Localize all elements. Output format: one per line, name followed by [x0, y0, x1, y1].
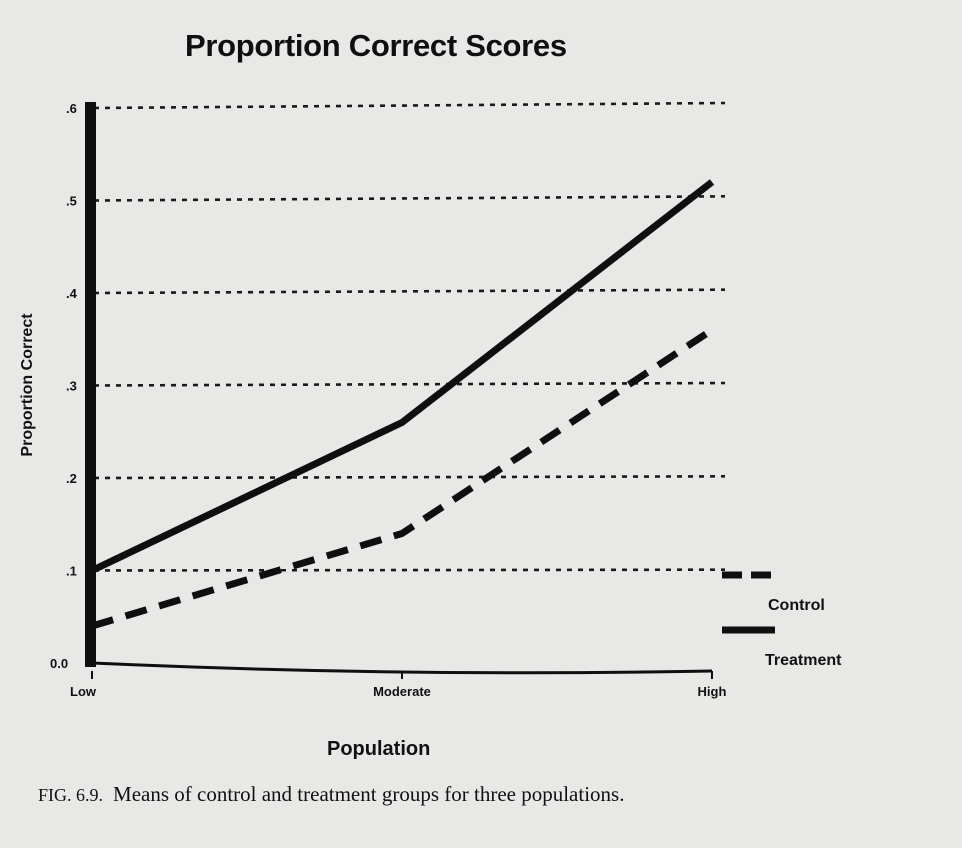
gridlines	[93, 101, 726, 572]
gridline	[93, 475, 726, 480]
series-line-treatment	[90, 179, 715, 574]
chart-title: Proportion Correct Scores	[185, 28, 567, 63]
gridline	[93, 195, 726, 202]
axes	[85, 102, 713, 679]
y-tick-label: .4	[66, 286, 78, 301]
gridline	[93, 101, 726, 110]
gridline	[93, 288, 726, 295]
tick-labels: 0.0 .1 .2 .3 .4 .5 .6 Low Moderate High	[50, 101, 726, 699]
y-tick-label: .2	[66, 471, 77, 486]
series-line-control	[90, 327, 714, 630]
y-tick-label: 0.0	[50, 656, 68, 671]
y-axis-line	[85, 102, 96, 667]
figure-caption: FIG. 6.9. Means of control and treatment …	[38, 782, 624, 807]
legend-label-treatment: Treatment	[765, 652, 842, 669]
legend-label-control: Control	[768, 597, 825, 614]
y-tick-label: .5	[66, 194, 77, 209]
x-tick-label: High	[698, 684, 727, 699]
x-tick-label: Low	[70, 684, 97, 699]
y-tick-label: .6	[66, 101, 77, 116]
figure-number: FIG. 6.9.	[38, 785, 104, 805]
y-tick-label: .3	[66, 379, 77, 394]
caption-text: Means of control and treatment groups fo…	[113, 782, 625, 806]
data-series	[90, 179, 715, 630]
gridline	[93, 568, 726, 572]
x-axis-label: Population	[327, 738, 431, 760]
legend: Control Treatment	[722, 571, 842, 669]
x-tick-label: Moderate	[373, 684, 431, 699]
y-tick-label: .1	[66, 564, 77, 579]
